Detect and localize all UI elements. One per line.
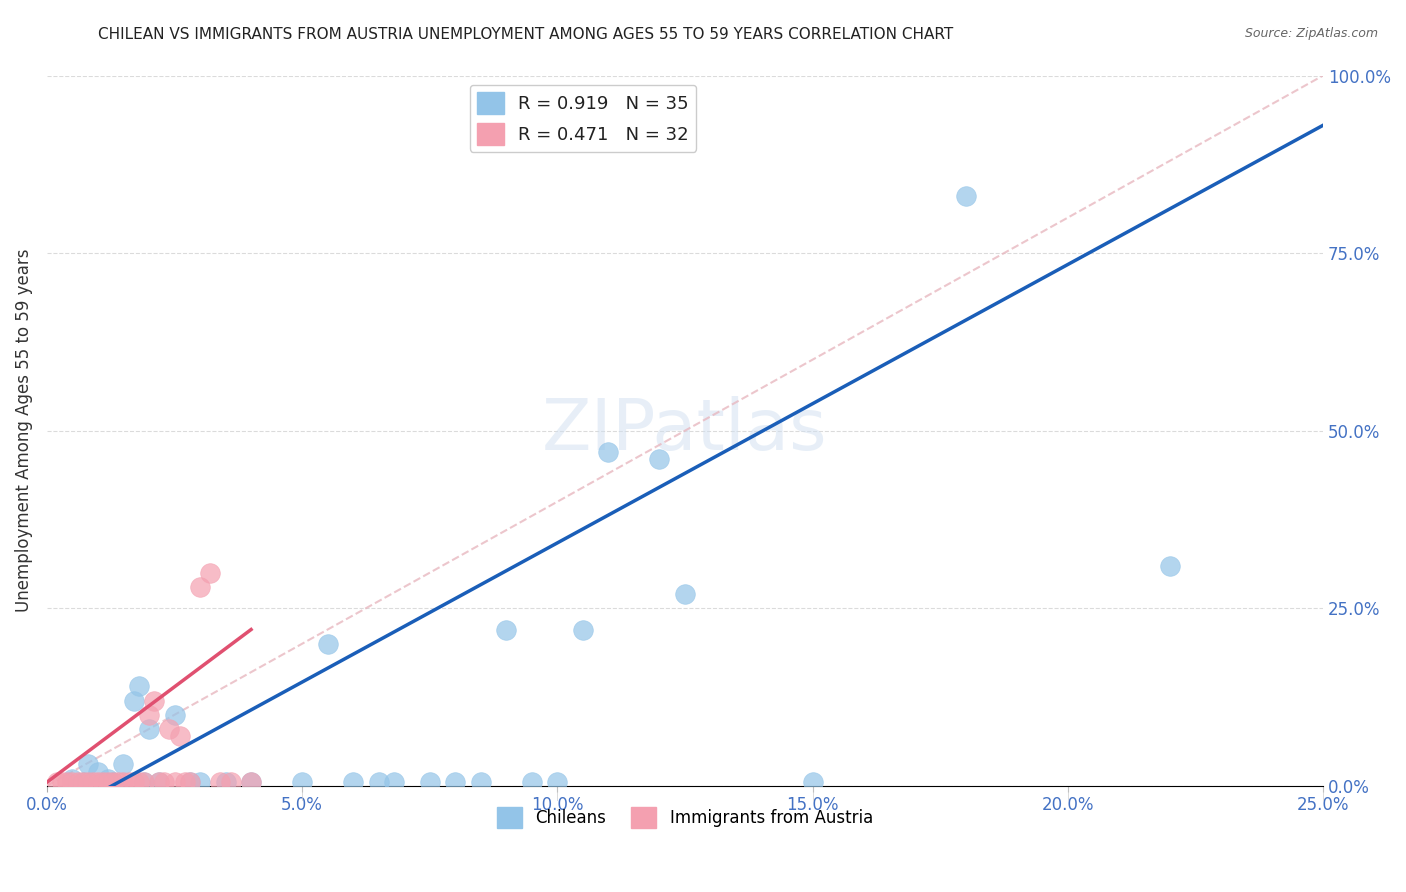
Point [66,775,89,789]
Point [546,775,568,789]
Point [103,775,125,789]
Point [112,775,135,789]
Point [97,775,120,789]
Y-axis label: Unemployment Among Ages 55 to 59 years: Unemployment Among Ages 55 to 59 years [15,249,32,613]
Point [572,623,595,637]
Point [82,775,104,789]
Point [367,775,389,789]
Point [382,775,405,789]
Point [209,775,232,789]
Point [112,757,135,772]
Point [153,775,176,789]
Point [128,679,150,693]
Point [214,775,236,789]
Point [76,775,98,789]
Point [316,637,339,651]
Point [291,775,314,789]
Point [143,693,166,707]
Legend: Chileans, Immigrants from Austria: Chileans, Immigrants from Austria [491,801,880,834]
Point [200,566,222,580]
Point [97,772,120,786]
Point [122,693,145,707]
Point [157,722,180,736]
Point [46,775,69,789]
Point [51,775,73,789]
Point [673,587,696,601]
Point [598,445,620,459]
Point [62,775,84,789]
Point [138,722,160,736]
Point [128,775,150,789]
Point [173,775,195,789]
Point [148,775,170,789]
Point [62,772,84,786]
Point [107,775,129,789]
Text: ZIPatlas: ZIPatlas [543,396,828,465]
Point [419,775,441,789]
Point [132,775,155,789]
Point [56,775,79,789]
Point [169,729,191,743]
Point [103,775,125,789]
Point [148,775,170,789]
Point [91,775,114,789]
Point [240,775,263,789]
Point [87,764,110,779]
Point [132,775,155,789]
Point [1159,558,1181,573]
Point [520,775,543,789]
Point [342,775,364,789]
Point [219,775,242,789]
Point [163,707,186,722]
Point [87,775,110,789]
Point [470,775,492,789]
Point [76,757,98,772]
Point [801,775,824,789]
Point [240,775,263,789]
Point [72,775,94,789]
Point [495,623,517,637]
Point [72,775,94,789]
Point [444,775,467,789]
Point [188,580,211,594]
Text: CHILEAN VS IMMIGRANTS FROM AUSTRIA UNEMPLOYMENT AMONG AGES 55 TO 59 YEARS CORREL: CHILEAN VS IMMIGRANTS FROM AUSTRIA UNEMP… [98,27,953,42]
Point [648,452,671,467]
Point [122,775,145,789]
Point [179,775,201,789]
Point [955,189,977,203]
Point [163,775,186,789]
Point [179,775,201,789]
Point [138,707,160,722]
Text: Source: ZipAtlas.com: Source: ZipAtlas.com [1244,27,1378,40]
Point [188,775,211,789]
Point [117,775,139,789]
